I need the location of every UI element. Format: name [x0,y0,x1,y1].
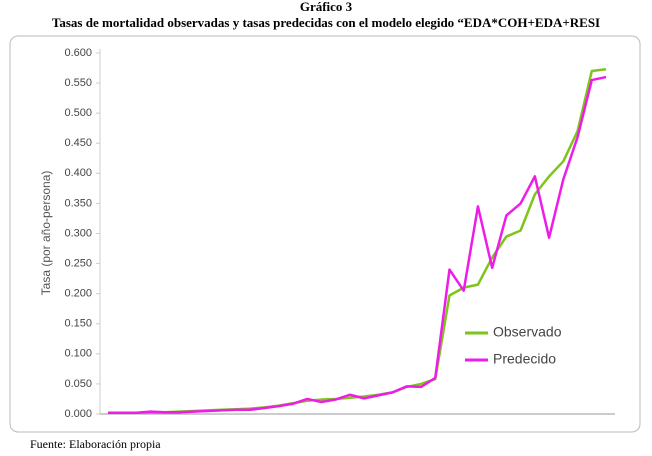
y-axis-label: Tasa (por año-persona) [39,171,53,296]
chart-frame [9,35,641,433]
y-tick-label: 0.550 [64,77,92,89]
y-tick-label: 0.400 [64,167,92,179]
y-tick-label: 0.200 [64,288,92,300]
y-tick-label: 0.600 [64,47,92,59]
y-tick-label: 0.300 [64,227,92,239]
series-line [108,75,607,415]
y-tick-label: 0.450 [64,137,92,149]
source-note: Fuente: Elaboración propia [30,437,161,451]
y-tick-label: 0.250 [64,257,92,269]
chart-subtitle: Tasas de mortalidad observadas y tasas p… [52,15,600,30]
legend-label: Predecido [493,351,556,367]
y-tick-label: 0.350 [64,197,92,209]
y-tick-label: 0.000 [64,408,92,420]
y-tick-label: 0.150 [64,318,92,330]
chart-title: Gráfico 3 [300,0,353,14]
y-tick-label: 0.500 [64,107,92,119]
y-tick-label: 0.100 [64,348,92,360]
legend-label: Observado [493,324,562,340]
y-tick-label: 0.050 [64,378,92,390]
